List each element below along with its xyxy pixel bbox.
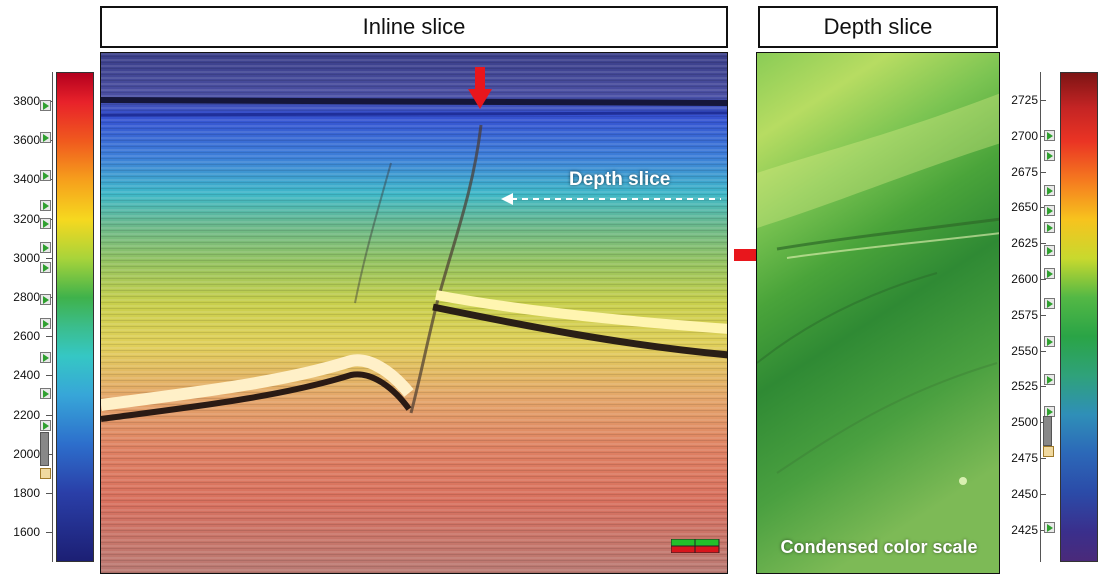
tick-label: 3000 (13, 250, 40, 265)
tick-mark (1040, 386, 1046, 388)
colorbar-toggle-icon[interactable] (671, 539, 721, 553)
tick-mark (1040, 493, 1046, 495)
tick-label: 2675 (1011, 164, 1038, 179)
tick-mark (1040, 529, 1046, 531)
tick-label: 1800 (13, 486, 40, 500)
inline-slice-panel: Depth slice (100, 52, 728, 574)
tick-mark (1040, 100, 1046, 101)
tick-mark (46, 414, 52, 416)
play-marker-icon[interactable] (40, 420, 51, 431)
tick-label: 2475 (1011, 451, 1038, 465)
right-axis-line (1040, 72, 1041, 562)
play-marker-icon[interactable] (1044, 150, 1055, 161)
tick-label: 1600 (13, 525, 40, 540)
tick-label: 2500 (1011, 415, 1038, 430)
tick-mark (46, 532, 52, 534)
play-marker-icon[interactable] (40, 352, 51, 363)
tick-label: 2600 (13, 329, 40, 344)
play-marker-icon[interactable] (1044, 130, 1055, 141)
tick-mark (1040, 171, 1046, 173)
play-marker-icon[interactable] (40, 318, 51, 329)
tick-label: 2425 (1011, 522, 1038, 537)
play-marker-icon[interactable] (1044, 245, 1055, 256)
tick-label: 3200 (13, 211, 40, 226)
play-marker-icon[interactable] (40, 262, 51, 273)
tick-mark (46, 453, 52, 455)
tick-label: 2725 (1011, 93, 1038, 107)
tick-mark (1040, 207, 1046, 209)
left-axis-line (52, 72, 53, 562)
play-marker-icon[interactable] (40, 200, 51, 211)
tick-mark (1040, 243, 1046, 245)
left-dashed-arrow-icon (501, 193, 721, 205)
play-marker-icon[interactable] (1044, 222, 1055, 233)
depth-slice-title: Depth slice (758, 6, 998, 48)
tick-label: 2525 (1011, 379, 1038, 394)
range-slider-handle[interactable] (40, 432, 49, 466)
tick-mark (46, 493, 52, 494)
depth-slice-panel: Condensed color scale (756, 52, 1000, 574)
tick-mark (1040, 458, 1046, 459)
tick-label: 2000 (13, 446, 40, 461)
tick-label: 2400 (13, 368, 40, 383)
tick-label: 2575 (1011, 307, 1038, 322)
inline-slice-title: Inline slice (100, 6, 728, 48)
left-colorbar[interactable] (56, 72, 94, 562)
play-marker-icon[interactable] (40, 100, 51, 111)
range-slider-arrow-icon[interactable] (1043, 446, 1054, 457)
condensed-color-scale-label: Condensed color scale (780, 537, 978, 557)
play-marker-icon[interactable] (40, 388, 51, 399)
depth-seismic-image (757, 53, 999, 573)
play-marker-icon[interactable] (1044, 522, 1055, 533)
play-marker-icon[interactable] (40, 294, 51, 305)
play-marker-icon[interactable] (1044, 205, 1055, 216)
range-slider-handle[interactable] (1043, 416, 1052, 446)
tick-mark (46, 336, 52, 338)
play-marker-icon[interactable] (1044, 268, 1055, 279)
depth-slice-annotation: Depth slice (569, 169, 671, 190)
play-marker-icon[interactable] (1044, 374, 1055, 385)
play-marker-icon[interactable] (1044, 298, 1055, 309)
play-marker-icon[interactable] (40, 170, 51, 181)
tick-label: 3400 (13, 172, 40, 187)
inline-seismic-image (101, 53, 727, 573)
range-slider-arrow-icon[interactable] (40, 468, 51, 479)
play-marker-icon[interactable] (1044, 185, 1055, 196)
play-marker-icon[interactable] (40, 242, 51, 253)
play-marker-icon[interactable] (40, 218, 51, 229)
tick-label: 2600 (1011, 272, 1038, 286)
tick-label: 2700 (1011, 128, 1038, 143)
tick-mark (1040, 314, 1046, 316)
play-marker-icon[interactable] (40, 132, 51, 143)
tick-label: 3600 (13, 133, 40, 148)
tick-label: 2200 (13, 407, 40, 422)
tick-mark (46, 257, 52, 259)
tick-label: 2625 (1011, 236, 1038, 251)
tick-label: 2650 (1011, 200, 1038, 215)
inline-red-arrow-icon (468, 67, 492, 109)
tick-label: 3800 (13, 94, 40, 108)
tick-mark (1040, 135, 1046, 137)
tick-mark (1040, 279, 1046, 280)
tick-mark (1040, 350, 1046, 352)
tick-label: 2800 (13, 290, 40, 304)
tick-label: 2550 (1011, 343, 1038, 358)
tick-label: 2450 (1011, 486, 1038, 501)
tick-mark (46, 375, 52, 377)
play-marker-icon[interactable] (1044, 336, 1055, 347)
right-colorbar[interactable] (1060, 72, 1098, 562)
